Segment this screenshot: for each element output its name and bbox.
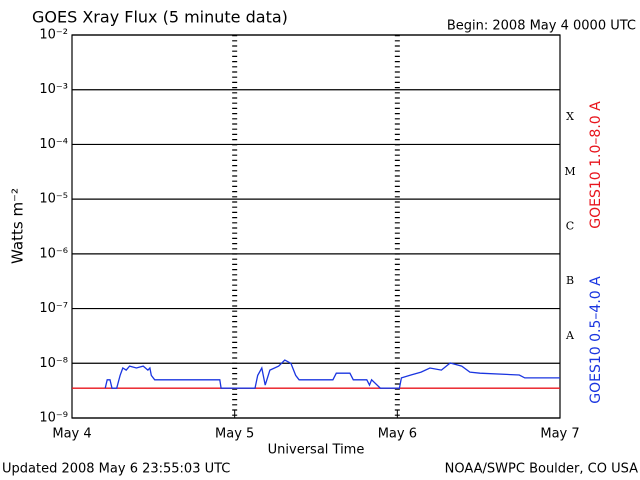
x-tick-label: May 6 (378, 427, 417, 442)
y-axis-label: Watts m⁻² (9, 188, 27, 264)
legend-label: GOES10 0.5–4.0 A (588, 276, 604, 404)
x-axis-label: Universal Time (268, 443, 365, 458)
flare-class: X (566, 110, 574, 123)
x-tick-label: May 7 (540, 427, 579, 442)
y-tick-label: 10⁻⁸ (39, 356, 68, 371)
y-tick-label: 10⁻⁹ (39, 411, 68, 426)
source-label: NOAA/SWPC Boulder, CO USA (445, 462, 638, 477)
flare-class: A (565, 329, 575, 342)
y-tick-label: 10⁻⁶ (39, 246, 68, 261)
legend-label: GOES10 1.0–8.0 A (588, 101, 604, 229)
y-tick-label: 10⁻⁵ (39, 192, 68, 207)
y-tick-label: 10⁻³ (39, 82, 68, 97)
flare-class: M (564, 165, 575, 178)
y-tick-label: 10⁻⁴ (39, 137, 68, 152)
y-tick-label: 10⁻⁷ (39, 301, 68, 316)
series-line (104, 359, 560, 389)
flare-class: B (566, 274, 574, 287)
updated-label: Updated 2008 May 6 23:55:03 UTC (2, 462, 230, 477)
begin-label: Begin: 2008 May 4 0000 UTC (447, 19, 636, 34)
flare-class: C (566, 220, 574, 233)
y-tick-label: 10⁻² (39, 28, 68, 43)
plot-frame (71, 34, 561, 419)
x-tick-label: May 5 (215, 427, 254, 442)
chart-title: GOES Xray Flux (5 minute data) (32, 8, 288, 27)
x-tick-label: May 4 (52, 427, 91, 442)
